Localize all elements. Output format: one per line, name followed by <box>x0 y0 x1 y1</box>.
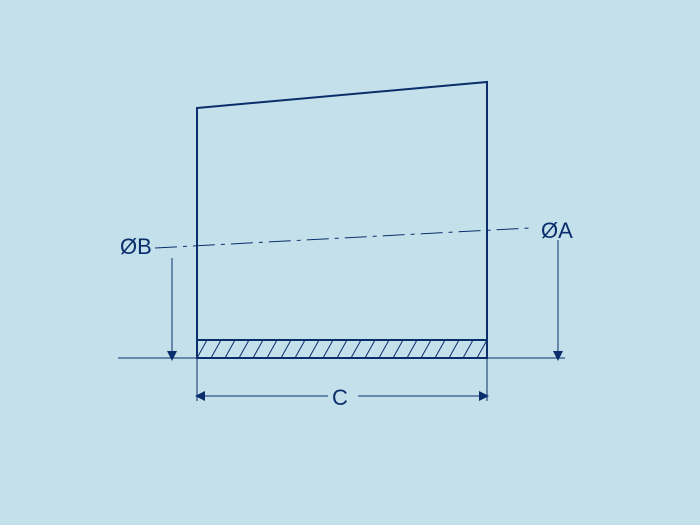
reducer-diagram <box>0 0 700 525</box>
label-length-c: C <box>332 385 348 411</box>
label-diameter-b: ØB <box>120 234 152 260</box>
label-diameter-a: ØA <box>541 218 573 244</box>
